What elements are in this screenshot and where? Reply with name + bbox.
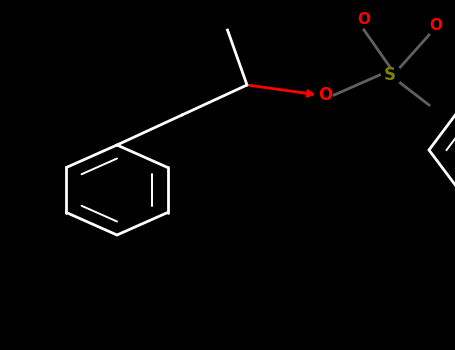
Text: S: S <box>384 66 396 84</box>
Text: O: O <box>429 18 442 33</box>
Text: O: O <box>358 13 370 28</box>
Text: O: O <box>318 86 332 104</box>
